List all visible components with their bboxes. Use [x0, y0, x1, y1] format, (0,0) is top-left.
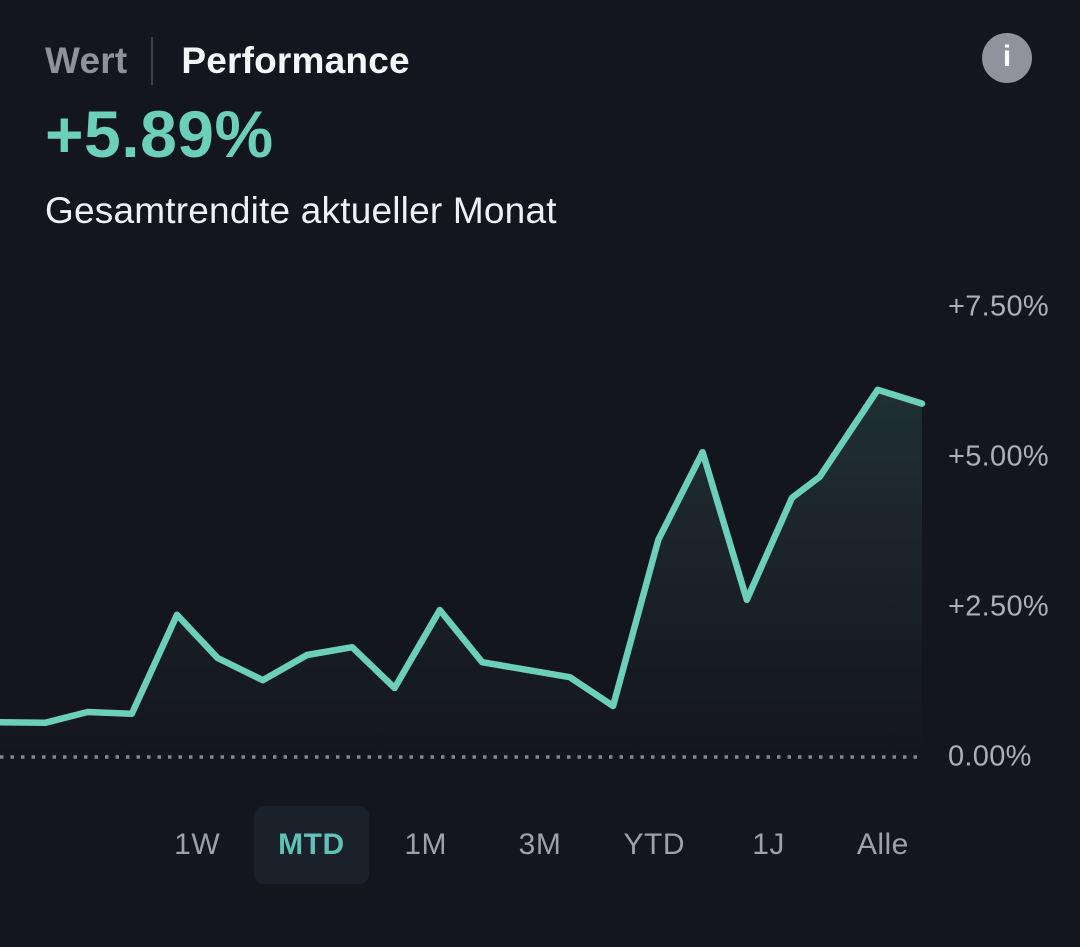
timeframe-1w[interactable]: 1W	[174, 828, 221, 861]
timeframe-selector: 1W MTD 1M 3M YTD 1J Alle	[140, 806, 940, 884]
mode-tab-wert[interactable]: Wert	[45, 40, 128, 81]
timeframe-1m[interactable]: 1M	[404, 828, 448, 861]
timeframe-mtd[interactable]: MTD	[254, 806, 369, 884]
timeframe-1j[interactable]: 1J	[752, 828, 785, 861]
info-button[interactable]: i	[982, 33, 1032, 83]
ytick-5-00: +5.00%	[948, 440, 1049, 473]
timeframe-ytd[interactable]: YTD	[623, 828, 686, 861]
performance-line	[0, 386, 926, 727]
mode-tab-performance[interactable]: Performance	[181, 40, 410, 81]
chart-mode-switcher: Wert Performance i	[45, 33, 1035, 86]
info-icon: i	[1002, 40, 1012, 73]
ytick-0-00: 0.00%	[948, 740, 1032, 773]
timeframe-3m[interactable]: 3M	[518, 828, 562, 861]
mode-divider	[151, 37, 154, 85]
performance-value: +5.89%	[45, 97, 274, 171]
ytick-2-50: +2.50%	[948, 590, 1049, 623]
timeframe-alle[interactable]: Alle	[856, 828, 909, 861]
performance-subtitle: Gesamtrendite aktueller Monat	[45, 190, 557, 231]
ytick-7-50: +7.50%	[948, 290, 1049, 323]
